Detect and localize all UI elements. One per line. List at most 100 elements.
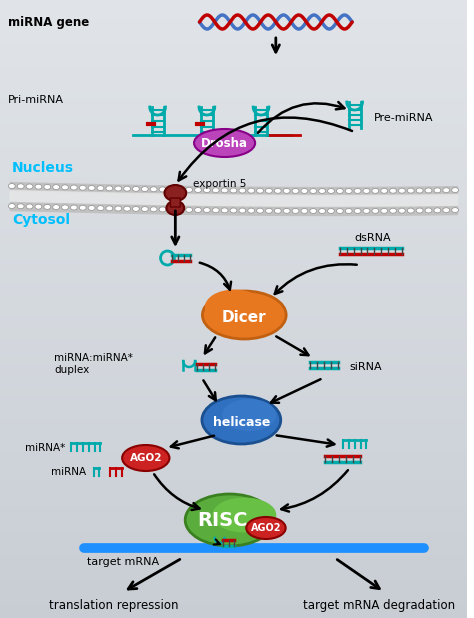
Ellipse shape (44, 184, 51, 189)
Ellipse shape (203, 208, 210, 213)
Ellipse shape (283, 188, 290, 193)
Bar (0, 284, 467, 290)
Ellipse shape (274, 188, 281, 193)
Bar (0, 93, 467, 99)
Bar (0, 371, 467, 377)
Bar (0, 19, 467, 25)
Ellipse shape (248, 208, 255, 213)
Bar (0, 309, 467, 315)
Bar (0, 488, 467, 494)
Bar (0, 167, 467, 173)
Ellipse shape (399, 208, 405, 213)
Bar (0, 315, 467, 321)
Bar (0, 334, 467, 340)
Ellipse shape (9, 203, 15, 208)
Bar (0, 414, 467, 420)
Bar (0, 352, 467, 358)
Bar (0, 297, 467, 303)
Bar (0, 161, 467, 167)
Ellipse shape (44, 205, 51, 210)
Bar (0, 550, 467, 556)
Bar (0, 581, 467, 587)
Ellipse shape (166, 201, 184, 215)
Ellipse shape (345, 208, 352, 213)
Bar (0, 56, 467, 62)
Bar (0, 130, 467, 136)
Bar (0, 173, 467, 179)
Text: RISC: RISC (197, 510, 248, 530)
Ellipse shape (9, 184, 15, 188)
Ellipse shape (122, 445, 169, 471)
Bar (0, 235, 467, 241)
Bar (0, 321, 467, 328)
Text: dsRNA: dsRNA (355, 233, 391, 243)
Ellipse shape (88, 185, 95, 190)
Ellipse shape (97, 206, 104, 211)
Bar (0, 266, 467, 272)
Ellipse shape (133, 187, 139, 192)
Bar (0, 216, 467, 222)
Bar (0, 272, 467, 278)
Ellipse shape (53, 185, 60, 190)
Ellipse shape (164, 185, 186, 201)
Ellipse shape (159, 207, 166, 212)
Ellipse shape (337, 208, 343, 213)
Ellipse shape (372, 188, 379, 193)
Bar (0, 62, 467, 68)
Bar (0, 278, 467, 284)
Ellipse shape (168, 187, 175, 192)
Ellipse shape (310, 188, 317, 193)
Ellipse shape (425, 188, 432, 193)
Bar (0, 185, 467, 192)
Bar (0, 556, 467, 562)
Bar (0, 426, 467, 433)
Bar (0, 117, 467, 124)
Text: AGO2: AGO2 (251, 523, 281, 533)
Text: Cytosol: Cytosol (12, 213, 70, 227)
Ellipse shape (62, 185, 68, 190)
Ellipse shape (416, 208, 423, 213)
Ellipse shape (124, 186, 130, 191)
Bar (0, 12, 467, 19)
Bar (0, 80, 467, 87)
Bar (0, 340, 467, 346)
Text: Nucleus: Nucleus (12, 161, 74, 175)
Bar (0, 383, 467, 389)
Text: miRNA: miRNA (51, 467, 86, 477)
Text: target mRNA degradation: target mRNA degradation (303, 599, 456, 612)
Ellipse shape (443, 188, 450, 193)
Text: Pri-miRNA: Pri-miRNA (8, 95, 64, 105)
Ellipse shape (194, 208, 201, 213)
Ellipse shape (205, 289, 264, 324)
Ellipse shape (363, 188, 370, 193)
Bar (0, 260, 467, 266)
Text: siRNA: siRNA (350, 362, 383, 372)
Ellipse shape (159, 187, 166, 192)
Text: AGO2: AGO2 (129, 453, 162, 463)
Bar (0, 525, 467, 531)
Ellipse shape (35, 184, 42, 189)
Text: helicase: helicase (213, 415, 270, 428)
Ellipse shape (452, 188, 458, 193)
Bar (0, 49, 467, 56)
Bar (0, 142, 467, 148)
Bar (0, 439, 467, 445)
Ellipse shape (106, 206, 113, 211)
Ellipse shape (256, 208, 264, 213)
Bar (0, 290, 467, 297)
Bar (0, 445, 467, 451)
Ellipse shape (26, 184, 33, 189)
Ellipse shape (26, 204, 33, 209)
Bar (0, 389, 467, 396)
Ellipse shape (265, 208, 273, 213)
Ellipse shape (283, 208, 290, 213)
Ellipse shape (141, 206, 148, 211)
Bar (0, 241, 467, 247)
Ellipse shape (177, 207, 184, 212)
Bar (0, 569, 467, 575)
Bar (0, 358, 467, 365)
Bar (0, 538, 467, 544)
Ellipse shape (150, 207, 157, 212)
Bar (0, 593, 467, 599)
Bar (0, 365, 467, 371)
